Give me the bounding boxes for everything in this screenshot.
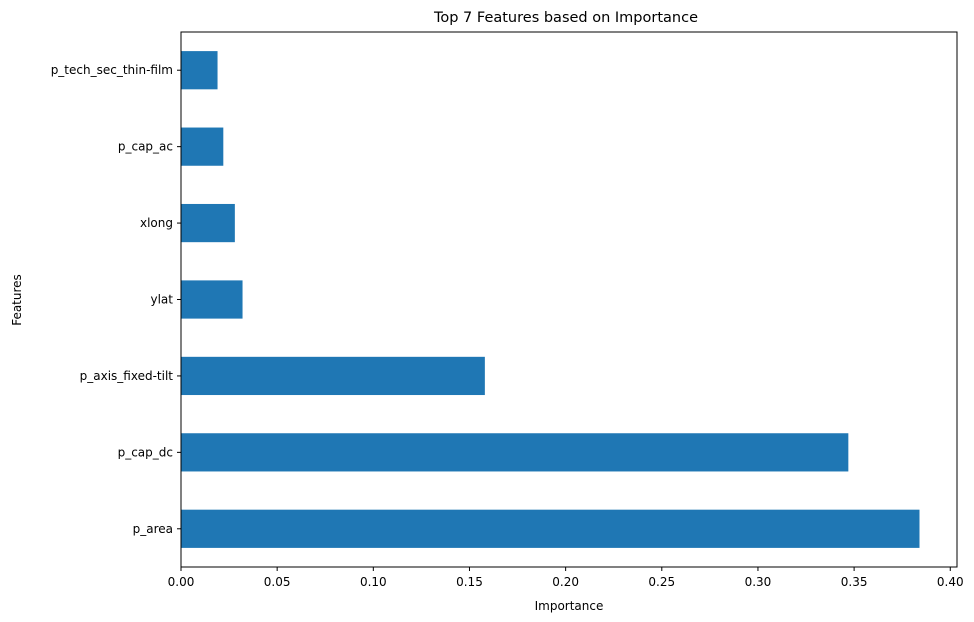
x-tick-label: 0.30	[745, 575, 772, 589]
x-tick-label: 0.05	[264, 575, 291, 589]
bar-p_tech_sec_thin-film	[181, 51, 218, 90]
x-tick-label: 0.15	[456, 575, 483, 589]
x-tick-label: 0.25	[648, 575, 675, 589]
x-tick-label: 0.40	[937, 575, 964, 589]
bar-p_area	[181, 509, 920, 548]
bar-p_cap_dc	[181, 433, 849, 472]
x-tick-label: 0.35	[841, 575, 868, 589]
x-tick-label: 0.10	[360, 575, 387, 589]
y-tick-label: xlong	[140, 216, 173, 230]
y-tick-label: p_cap_ac	[118, 140, 173, 154]
y-tick-label: p_tech_sec_thin-film	[51, 63, 173, 77]
y-tick-label: p_cap_dc	[118, 445, 173, 459]
x-tick-label: 0.00	[168, 575, 195, 589]
x-axis-title: Importance	[535, 599, 604, 613]
y-axis-title: Features	[10, 274, 24, 326]
x-tick-label: 0.20	[552, 575, 579, 589]
bar-xlong	[181, 203, 235, 243]
plot-area-frame	[180, 31, 958, 568]
x-axis: 0.00 0.05 0.10 0.15 0.20 0.25 0.30 0.35 0.40	[168, 567, 964, 589]
y-axis: p_area p_cap_dc p_axis_fixed-tilt ylat xlong…	[51, 63, 181, 536]
y-tick-label: ylat	[151, 293, 174, 307]
bar-ylat	[181, 280, 243, 319]
y-tick-label: p_area	[133, 522, 173, 536]
bars-group	[181, 51, 920, 548]
bar-p_axis_fixed-tilt	[181, 356, 485, 396]
y-tick-label: p_axis_fixed-tilt	[80, 369, 174, 383]
chart-title: Top 7 Features based on Importance	[433, 10, 698, 26]
bar-p_cap_ac	[181, 127, 224, 166]
